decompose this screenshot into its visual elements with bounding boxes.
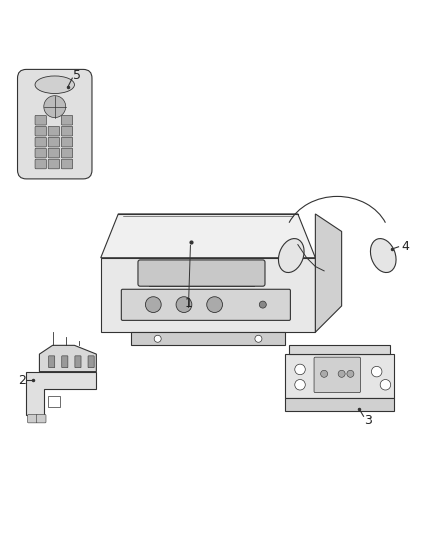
Circle shape <box>207 297 223 312</box>
Polygon shape <box>285 354 394 398</box>
Circle shape <box>295 364 305 375</box>
FancyBboxPatch shape <box>121 289 290 320</box>
FancyBboxPatch shape <box>61 115 73 125</box>
FancyBboxPatch shape <box>61 159 73 169</box>
Circle shape <box>338 370 345 377</box>
Circle shape <box>321 370 328 377</box>
FancyBboxPatch shape <box>48 148 60 158</box>
FancyBboxPatch shape <box>48 126 60 136</box>
Polygon shape <box>315 214 342 332</box>
FancyBboxPatch shape <box>88 356 94 368</box>
Circle shape <box>176 297 192 312</box>
FancyBboxPatch shape <box>48 395 60 407</box>
Circle shape <box>44 96 66 118</box>
Circle shape <box>255 335 262 342</box>
Circle shape <box>259 301 266 308</box>
Ellipse shape <box>279 239 304 272</box>
FancyBboxPatch shape <box>314 357 360 393</box>
Polygon shape <box>289 345 390 354</box>
Circle shape <box>295 379 305 390</box>
Text: 1: 1 <box>184 297 192 310</box>
FancyBboxPatch shape <box>35 115 46 125</box>
FancyBboxPatch shape <box>61 126 73 136</box>
Text: 2: 2 <box>18 374 26 387</box>
Ellipse shape <box>371 239 396 272</box>
FancyBboxPatch shape <box>48 159 60 169</box>
FancyBboxPatch shape <box>62 356 68 368</box>
FancyBboxPatch shape <box>48 138 60 147</box>
FancyBboxPatch shape <box>35 138 46 147</box>
Circle shape <box>154 335 161 342</box>
FancyBboxPatch shape <box>28 415 37 423</box>
Polygon shape <box>131 332 285 345</box>
Polygon shape <box>101 214 315 258</box>
Polygon shape <box>26 372 96 415</box>
FancyBboxPatch shape <box>36 415 46 423</box>
Polygon shape <box>101 258 315 332</box>
Text: 5: 5 <box>73 69 81 83</box>
FancyBboxPatch shape <box>35 126 46 136</box>
Circle shape <box>347 370 354 377</box>
Circle shape <box>371 366 382 377</box>
FancyBboxPatch shape <box>35 148 46 158</box>
Circle shape <box>145 297 161 312</box>
FancyBboxPatch shape <box>75 356 81 368</box>
FancyBboxPatch shape <box>138 260 265 286</box>
Circle shape <box>380 379 391 390</box>
FancyBboxPatch shape <box>35 159 46 169</box>
Polygon shape <box>39 345 96 372</box>
FancyBboxPatch shape <box>18 69 92 179</box>
Polygon shape <box>285 398 394 411</box>
Text: 3: 3 <box>364 414 372 427</box>
FancyBboxPatch shape <box>61 148 73 158</box>
FancyBboxPatch shape <box>49 356 55 368</box>
Text: 4: 4 <box>401 240 409 253</box>
Ellipse shape <box>35 76 74 93</box>
FancyBboxPatch shape <box>61 138 73 147</box>
